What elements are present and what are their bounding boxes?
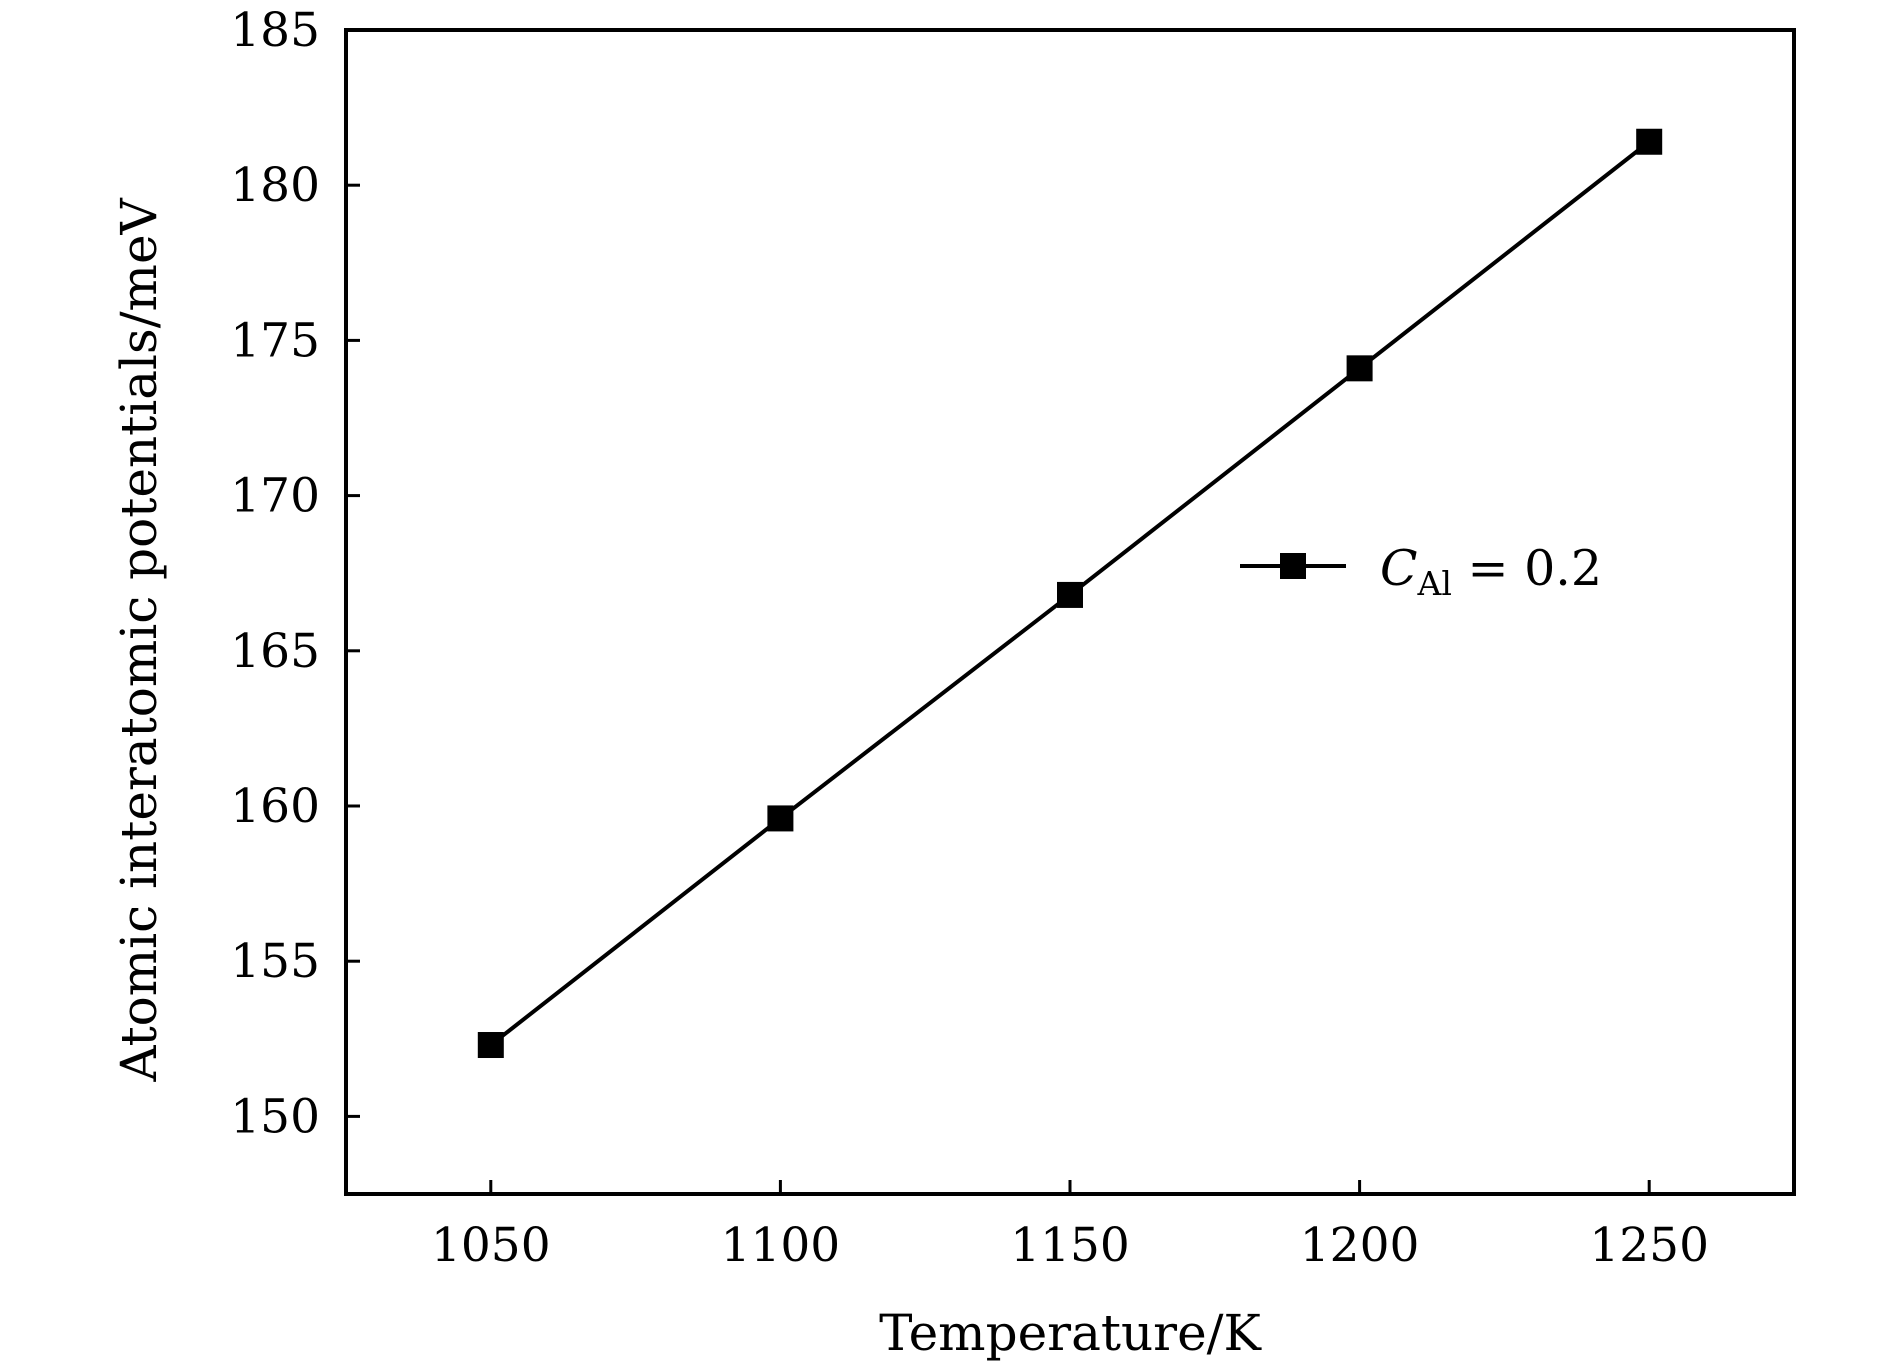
y-tick-label: 175: [230, 313, 320, 368]
y-tick-label: 185: [230, 3, 320, 58]
legend-label: CAl = 0.2: [1380, 540, 1602, 603]
x-tick-label: 1150: [1010, 1218, 1130, 1273]
legend-label-rest: = 0.2: [1452, 540, 1602, 597]
x-tick-label: 1200: [1300, 1218, 1420, 1273]
y-tick-label: 160: [230, 779, 320, 834]
legend-label-main: C: [1380, 540, 1418, 597]
data-point: [1636, 128, 1663, 155]
data-point: [477, 1032, 504, 1059]
legend-marker: [1280, 553, 1306, 579]
plot-frame: [344, 28, 1796, 1196]
y-tick-label: 180: [230, 158, 320, 213]
y-tick-label: 155: [230, 934, 320, 989]
x-tick-label: 1100: [721, 1218, 841, 1273]
y-tick-label: 165: [230, 624, 320, 679]
x-tick-label: 1250: [1589, 1218, 1709, 1273]
legend: CAl = 0.2: [1240, 540, 1602, 603]
legend-label-sub: Al: [1417, 564, 1452, 603]
y-tick-label: 150: [230, 1089, 320, 1144]
data-point: [1057, 581, 1083, 608]
data-point: [1346, 355, 1373, 382]
x-tick-label: 1050: [431, 1218, 551, 1273]
data-point: [767, 805, 794, 832]
y-tick-label: 170: [230, 469, 320, 524]
x-axis-label: Temperature/K: [879, 1304, 1262, 1362]
y-axis-label: Atomic interatomic potentials/meV: [110, 197, 168, 1082]
